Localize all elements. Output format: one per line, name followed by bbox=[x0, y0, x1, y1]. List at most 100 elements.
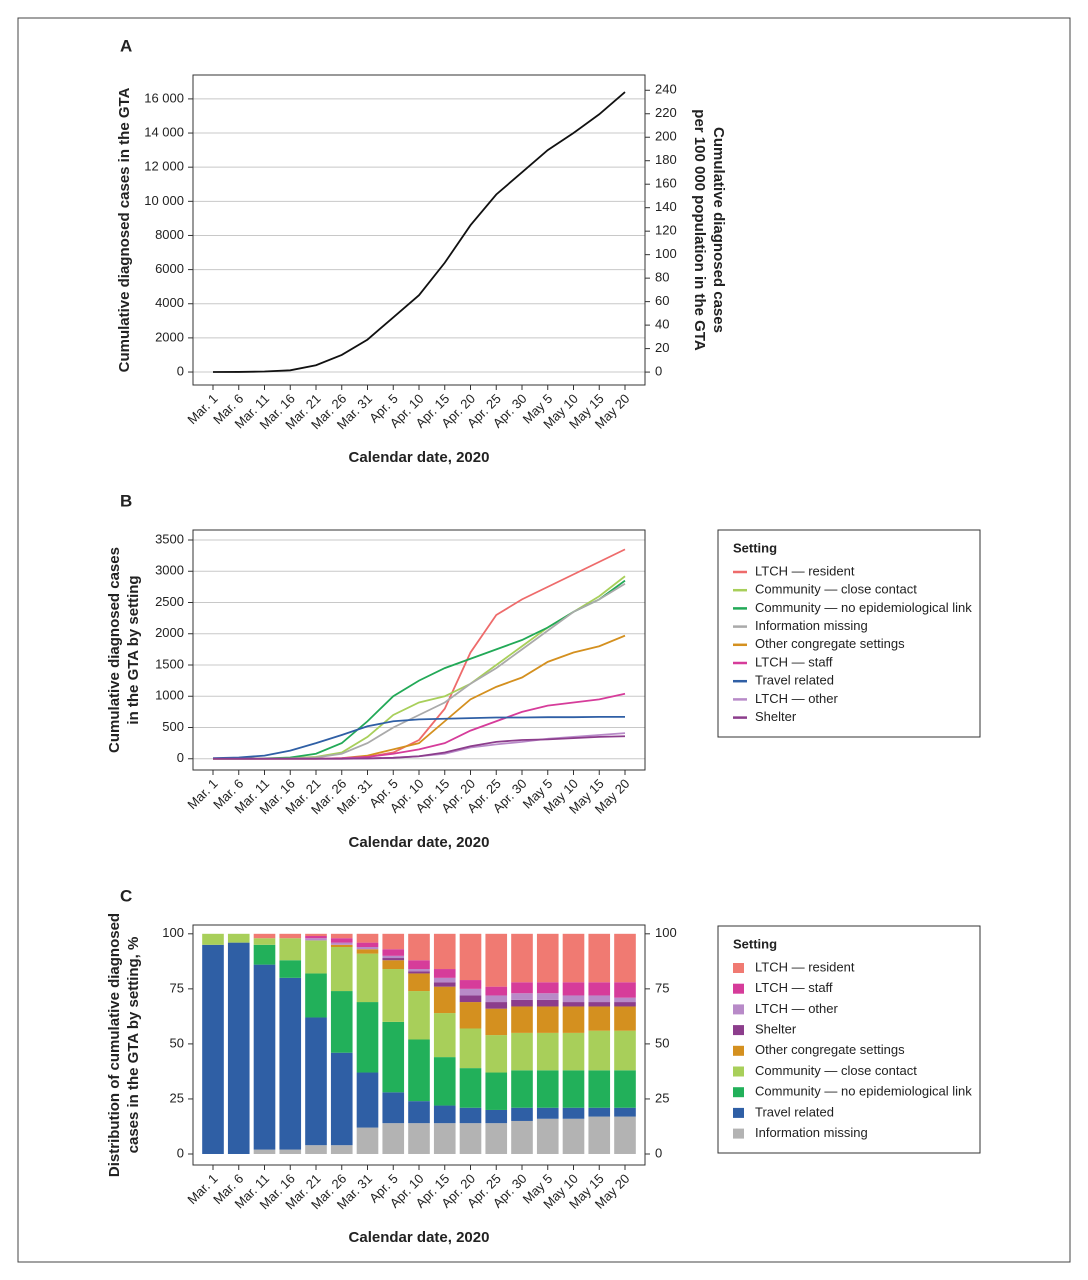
bar-segment bbox=[408, 969, 430, 972]
legend-label: LTCH — staff bbox=[755, 980, 833, 995]
bar-segment bbox=[614, 1116, 636, 1154]
bar-segment bbox=[330, 991, 353, 1053]
y-tick-label: 2500 bbox=[155, 594, 184, 609]
bar-segment bbox=[536, 1070, 559, 1108]
legend-label: Information missing bbox=[755, 618, 868, 633]
legend-label: Community — close contact bbox=[755, 582, 917, 597]
bar-segment bbox=[227, 942, 250, 1154]
bar-segment bbox=[202, 944, 224, 1154]
bar-segment bbox=[511, 1006, 533, 1033]
bar-segment bbox=[511, 982, 533, 994]
legend-swatch bbox=[733, 1087, 744, 1098]
bar-segment bbox=[459, 988, 482, 996]
bar-segment bbox=[536, 993, 559, 1000]
y-tick-label: 0 bbox=[177, 363, 184, 378]
legend-label: Community — no epidemiological link bbox=[755, 1084, 972, 1099]
bar-segment bbox=[253, 964, 276, 1150]
bar-segment bbox=[382, 969, 405, 1022]
series-line bbox=[212, 715, 625, 760]
bar-segment bbox=[588, 1070, 611, 1108]
y-axis-title: cases in the GTA by setting, % bbox=[125, 937, 142, 1154]
bar-segment bbox=[330, 1145, 353, 1154]
bar-segment bbox=[433, 982, 456, 987]
figure-border bbox=[17, 17, 1071, 1263]
y-tick-label: 2000 bbox=[155, 329, 184, 344]
y-tick-label: 100 bbox=[162, 925, 184, 940]
bar-segment bbox=[614, 933, 636, 983]
bar-segment bbox=[356, 1127, 379, 1154]
legend-label: Shelter bbox=[755, 1022, 797, 1037]
y2-tick-label: 25 bbox=[655, 1090, 669, 1105]
bar-segment bbox=[382, 1123, 405, 1154]
y-tick-label: 500 bbox=[162, 719, 184, 734]
legend-label: Travel related bbox=[755, 673, 834, 688]
bar-segment bbox=[511, 933, 533, 983]
bar-segment bbox=[511, 993, 533, 1000]
bar-segment bbox=[330, 944, 353, 948]
y2-tick-label: 160 bbox=[655, 176, 677, 191]
bar-segment bbox=[253, 944, 276, 965]
legend-swatch bbox=[733, 1004, 744, 1015]
bar-segment bbox=[408, 1123, 430, 1154]
legend-label: Shelter bbox=[755, 709, 797, 724]
bar-segment bbox=[279, 933, 302, 939]
bar-segment bbox=[356, 953, 379, 1003]
bar-segment bbox=[562, 1002, 585, 1007]
bar-segment bbox=[536, 933, 559, 983]
bar-segment bbox=[408, 991, 430, 1040]
y2-tick-label: 240 bbox=[655, 82, 677, 97]
bar-segment bbox=[562, 1006, 585, 1033]
bar-segment bbox=[459, 933, 482, 981]
y-tick-label: 3000 bbox=[155, 563, 184, 578]
panel-label: C bbox=[120, 886, 132, 905]
bar-segment bbox=[433, 969, 456, 978]
bar-segment bbox=[305, 933, 327, 937]
y2-tick-label: 180 bbox=[655, 152, 677, 167]
y2-tick-label: 200 bbox=[655, 129, 677, 144]
bar-segment bbox=[511, 1070, 533, 1108]
bar-segment bbox=[408, 973, 430, 992]
bar-segment bbox=[485, 1072, 508, 1110]
bar-segment bbox=[330, 1052, 353, 1146]
bar-segment bbox=[614, 997, 636, 1003]
y-tick-label: 8000 bbox=[155, 227, 184, 242]
bar-segment bbox=[459, 1068, 482, 1108]
bar-segment bbox=[588, 1002, 611, 1007]
series-line bbox=[213, 732, 626, 760]
bar-segment bbox=[408, 971, 430, 974]
bar-segment bbox=[536, 1032, 559, 1071]
y-axis-title: Cumulative diagnosed cases in the GTA bbox=[116, 87, 133, 372]
y2-tick-label: 40 bbox=[655, 317, 669, 332]
y-tick-label: 12 000 bbox=[144, 159, 184, 174]
legend-title: Setting bbox=[733, 540, 777, 555]
legend-swatch bbox=[733, 1025, 744, 1036]
y-tick-label: 2000 bbox=[155, 625, 184, 640]
bar-segment bbox=[356, 947, 379, 950]
legend-swatch bbox=[733, 1045, 744, 1056]
y2-tick-label: 80 bbox=[655, 270, 669, 285]
bar-segment bbox=[408, 1101, 430, 1124]
bar-segment bbox=[305, 1017, 327, 1146]
bar-segment bbox=[433, 986, 456, 1014]
bar-segment bbox=[202, 933, 224, 945]
bar-segment bbox=[459, 980, 482, 989]
bar-segment bbox=[253, 938, 276, 945]
bar-segment bbox=[279, 977, 302, 1150]
panel-label: B bbox=[120, 491, 132, 510]
bar-segment bbox=[511, 1120, 533, 1154]
y2-axis-title: Cumulative diagnosed cases bbox=[710, 127, 727, 333]
legend-box bbox=[717, 529, 981, 738]
bar-segment bbox=[459, 1107, 482, 1124]
bar-segment bbox=[588, 1107, 611, 1117]
plot-frame bbox=[192, 74, 646, 386]
series-line bbox=[213, 575, 626, 760]
bar-segment bbox=[382, 949, 405, 956]
bar-segment bbox=[279, 960, 302, 978]
bar-segment bbox=[253, 933, 276, 939]
series-line bbox=[213, 579, 626, 760]
legend-label: Other congregate settings bbox=[755, 636, 905, 651]
bar-segment bbox=[562, 1070, 585, 1108]
bar-segment bbox=[536, 999, 559, 1007]
y2-tick-label: 20 bbox=[655, 340, 669, 355]
bar-segment bbox=[614, 1030, 636, 1071]
